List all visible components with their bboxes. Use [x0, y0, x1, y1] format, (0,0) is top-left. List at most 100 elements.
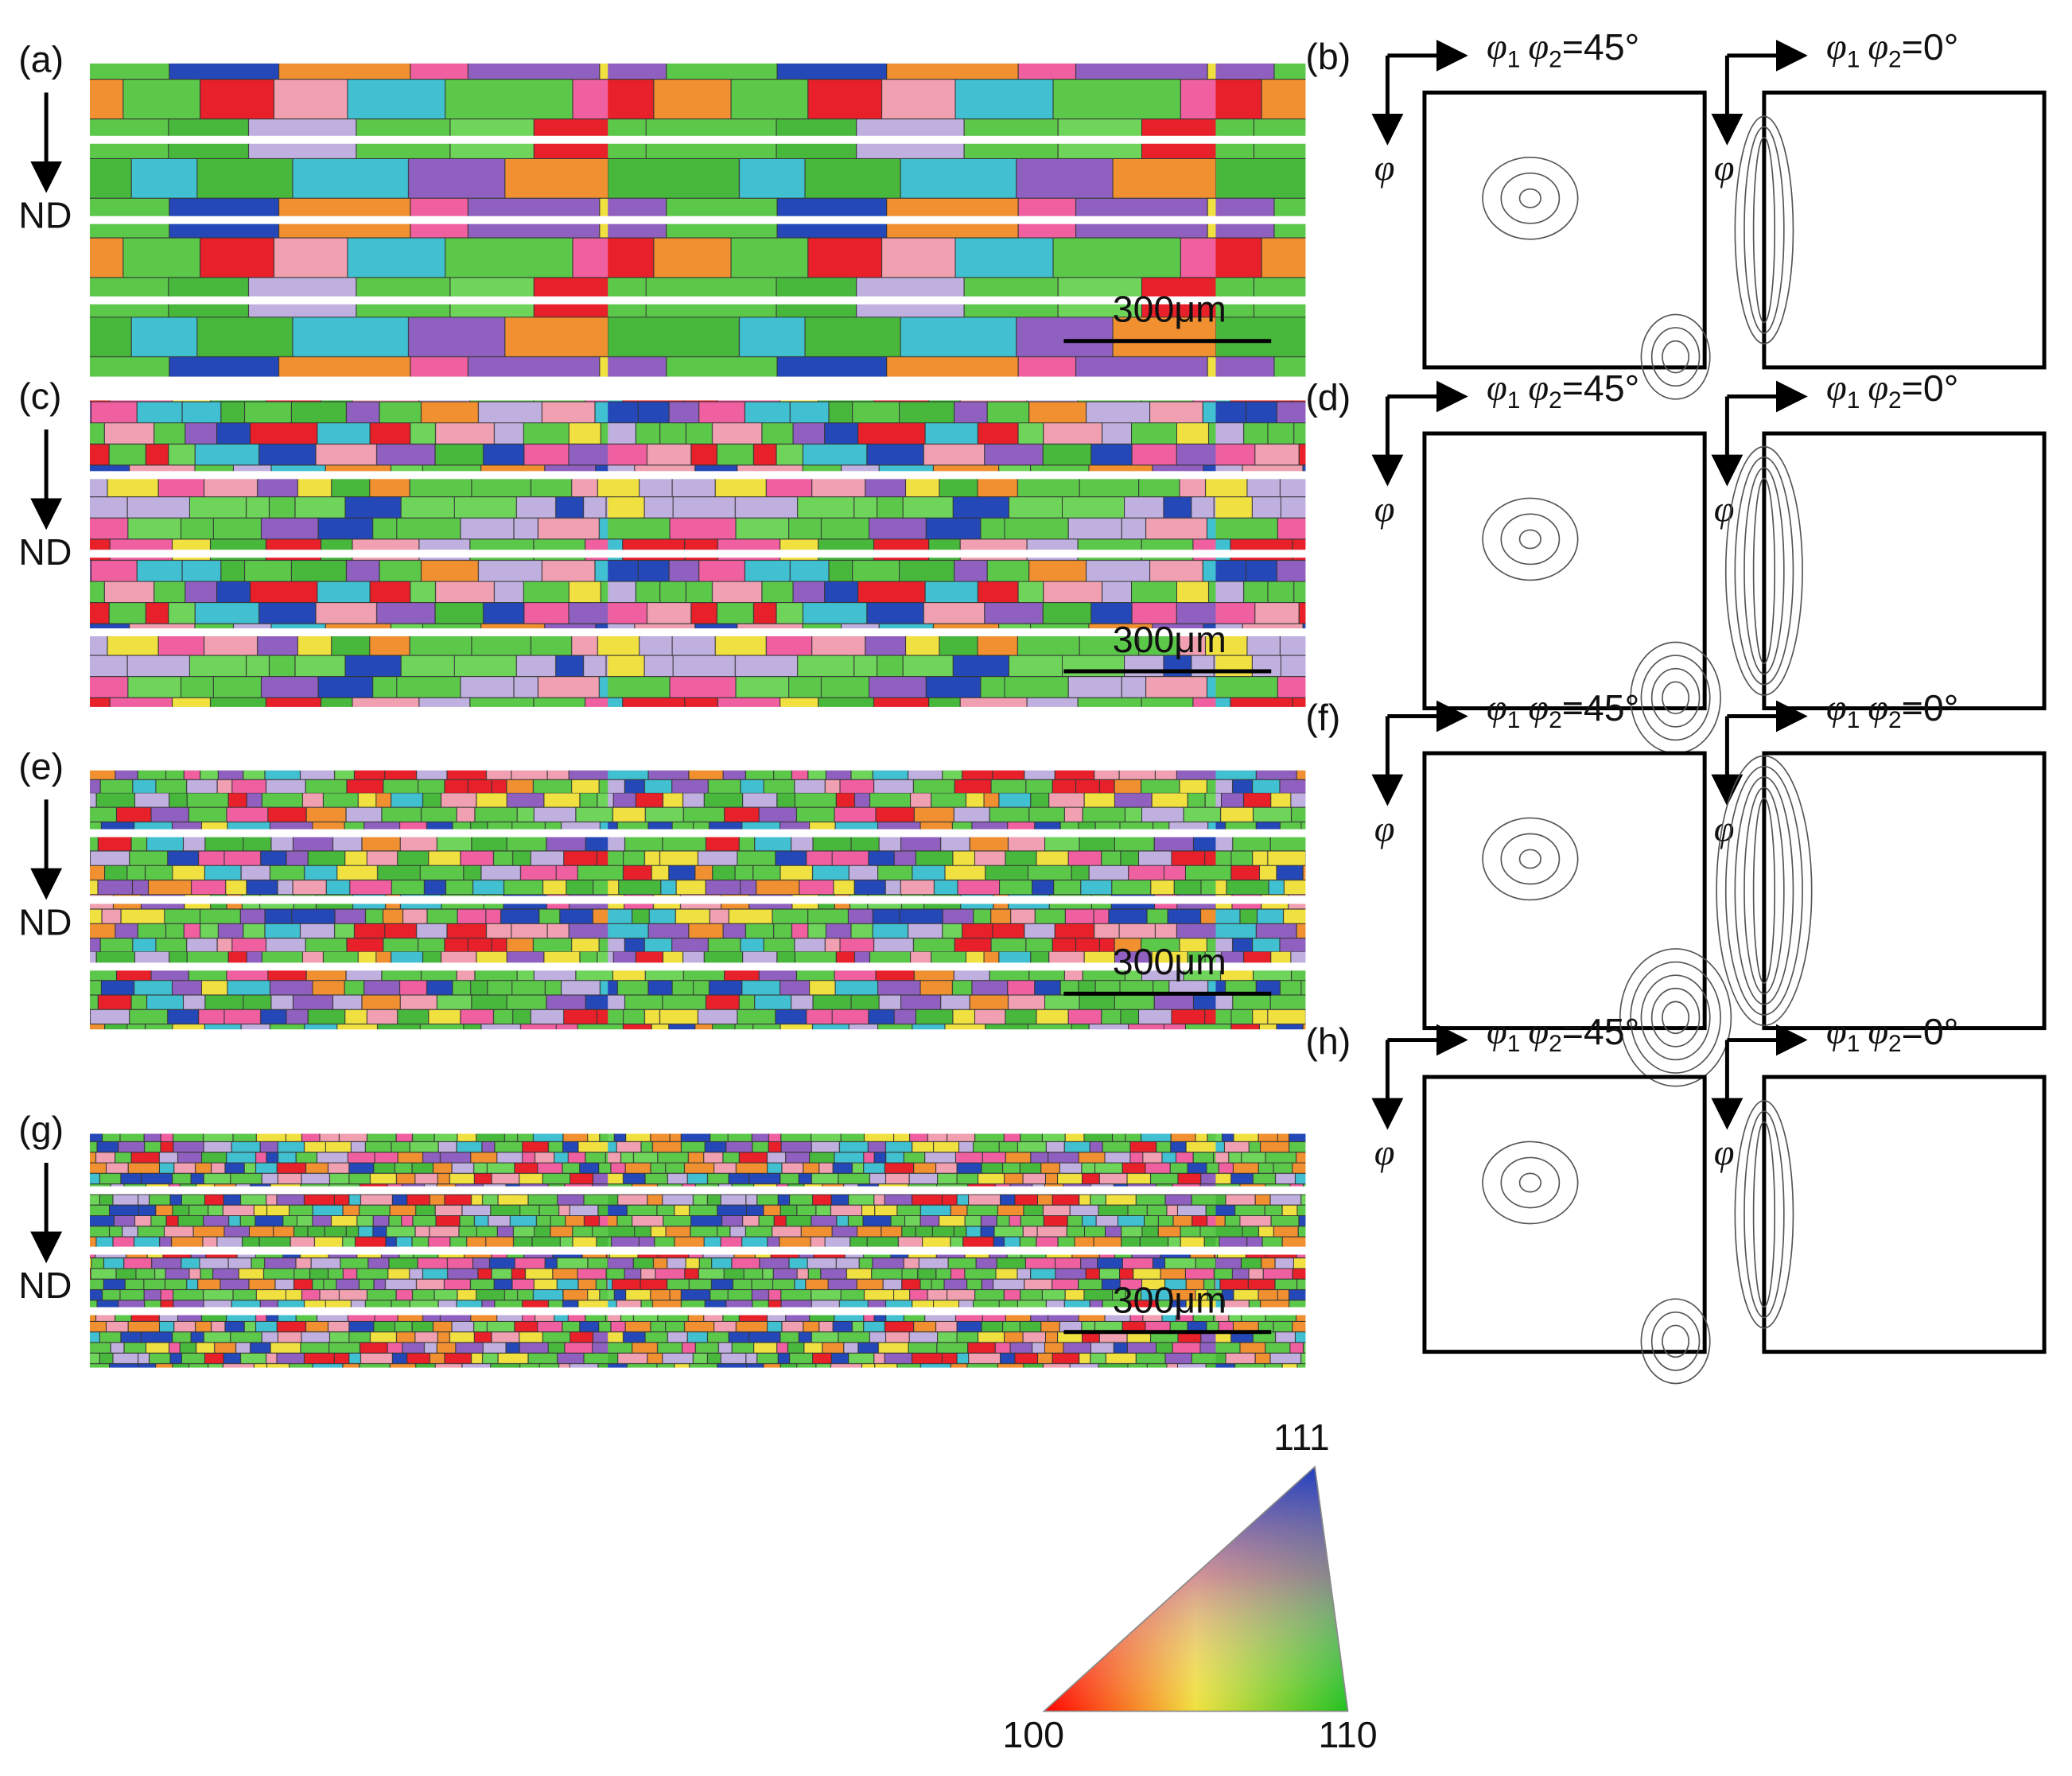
- y-axis-label: φ: [1374, 489, 1395, 530]
- label-part: =0°: [1902, 1011, 1959, 1052]
- odf-box: [1762, 90, 2047, 370]
- scale-bar-label: 300μm: [1113, 288, 1226, 329]
- odf-box: [1422, 90, 1707, 370]
- map-strip: [89, 904, 1306, 963]
- panel-label: (c): [18, 375, 61, 417]
- map-strip: [89, 770, 1306, 830]
- y-axis-label: φ: [1714, 149, 1735, 189]
- contour: [1482, 1141, 1579, 1225]
- contour: [1482, 817, 1579, 901]
- x-axis-label: φ1 φ2=0°: [1826, 367, 1958, 414]
- map-strip: [89, 1194, 1306, 1247]
- odf-box: [1762, 431, 2047, 711]
- contour: [1640, 1298, 1711, 1385]
- scale-bar-label: 300μm: [1113, 941, 1226, 982]
- color-key: 111 100 110: [1002, 1417, 1377, 1755]
- label-part: φ: [1528, 1012, 1549, 1052]
- key-label: 100: [1002, 1714, 1064, 1755]
- contour: [1734, 776, 1794, 1005]
- label-part: φ: [1826, 688, 1847, 729]
- contour: [1734, 1100, 1794, 1329]
- label-part: 1: [1847, 387, 1860, 414]
- label-part: =45°: [1562, 687, 1639, 729]
- label-part: 2: [1549, 1031, 1562, 1057]
- contour: [1482, 497, 1579, 581]
- contour: [1500, 513, 1561, 565]
- label-part: φ: [1487, 688, 1507, 729]
- map-strip: [89, 558, 1306, 629]
- label-part: φ: [1826, 1012, 1847, 1052]
- odf-panel: (f) φ1 φ2=45°φφ1 φ2=0°φ: [1305, 687, 2047, 1087]
- contour: [1662, 1001, 1690, 1035]
- contour: [1640, 655, 1711, 741]
- label-part: 1: [1847, 1031, 1860, 1057]
- odf-box: [1422, 431, 1707, 711]
- label-part: 2: [1549, 707, 1562, 733]
- contour: [1650, 327, 1701, 387]
- odf-panel: (b) φ1 φ2=45°φφ1 φ2=0°φ: [1305, 26, 2047, 400]
- map-strip: [89, 223, 1306, 297]
- contour: [1650, 987, 1701, 1047]
- label-part: 2: [1888, 46, 1902, 72]
- panel-label: (a): [18, 38, 64, 80]
- contour: [1734, 115, 1794, 344]
- map-strip: [89, 837, 1306, 896]
- contour: [1500, 1156, 1561, 1209]
- key-label: 111: [1273, 1417, 1330, 1458]
- key-label: 110: [1319, 1714, 1378, 1755]
- contour: [1518, 849, 1541, 869]
- label-part: =0°: [1902, 26, 1959, 68]
- odf-panel: (h) φ1 φ2=45°φφ1 φ2=0°φ: [1305, 1011, 2047, 1385]
- contour: [1752, 137, 1776, 324]
- contour: [1734, 457, 1794, 686]
- label-part: φ: [1826, 27, 1847, 68]
- label-part: φ: [1487, 1012, 1507, 1052]
- ebsd-map: (g) ND 300μm: [18, 1109, 1306, 1368]
- panel-label: (f): [1305, 697, 1340, 738]
- contour: [1500, 172, 1561, 224]
- contour: [1640, 313, 1711, 400]
- odf-box: [1422, 751, 1707, 1031]
- panel-label: (g): [18, 1109, 64, 1150]
- direction-label: ND: [18, 901, 72, 942]
- label-part: 1: [1507, 387, 1521, 414]
- panel-label: (b): [1305, 36, 1351, 77]
- x-axis-label: φ1 φ2=45°: [1487, 367, 1639, 414]
- contour: [1662, 681, 1690, 715]
- odf-panel: (d) φ1 φ2=45°φφ1 φ2=0°φ: [1305, 367, 2047, 754]
- contour: [1630, 961, 1721, 1074]
- contour: [1716, 755, 1813, 1027]
- contour: [1650, 1311, 1701, 1371]
- y-axis-label: φ: [1374, 149, 1395, 189]
- label-part: 1: [1507, 46, 1521, 72]
- label-part: 2: [1888, 1031, 1902, 1057]
- x-axis-label: φ1 φ2=0°: [1826, 687, 1958, 733]
- contour: [1640, 974, 1711, 1061]
- label-part: 1: [1847, 707, 1860, 733]
- contour: [1650, 667, 1701, 728]
- contour: [1518, 188, 1541, 208]
- label-part: φ: [1868, 1012, 1888, 1052]
- contour: [1482, 156, 1579, 240]
- label-part: φ: [1868, 688, 1888, 729]
- label-part: 2: [1888, 707, 1902, 733]
- map-strip: [89, 63, 1306, 136]
- label-part: φ: [1528, 368, 1549, 409]
- label-part: 2: [1888, 387, 1902, 414]
- ebsd-map: (c) ND 300μm: [18, 375, 1306, 707]
- y-axis-label: φ: [1374, 1133, 1395, 1173]
- map-strip: [89, 1133, 1306, 1187]
- label-part: 1: [1847, 46, 1860, 72]
- label-part: 2: [1549, 387, 1562, 414]
- map-strip: [89, 1315, 1306, 1368]
- label-part: φ: [1487, 368, 1507, 409]
- label-part: φ: [1868, 27, 1888, 68]
- label-part: φ: [1528, 27, 1549, 68]
- panel-label: (e): [18, 745, 64, 787]
- map-strip: [89, 143, 1306, 216]
- y-axis-label: φ: [1714, 1133, 1735, 1173]
- panel-label: (d): [1305, 377, 1351, 418]
- map-strip: [89, 400, 1306, 472]
- contour: [1744, 467, 1785, 675]
